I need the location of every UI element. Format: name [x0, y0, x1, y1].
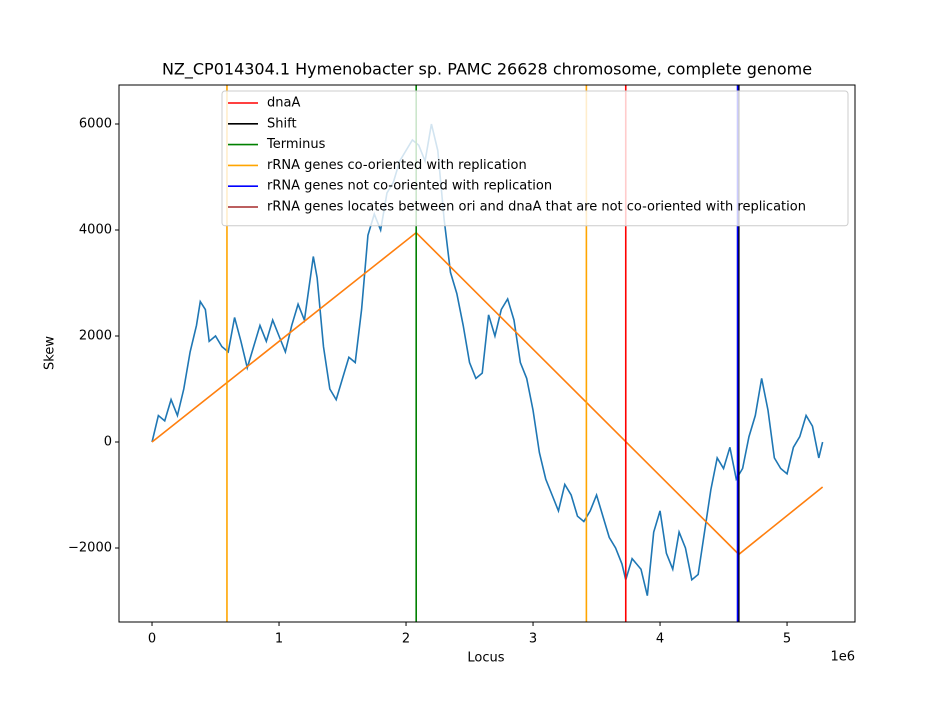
x-axis-label: Locus: [467, 651, 504, 666]
y-axis-label: Skew: [43, 336, 58, 370]
y-tick-label: −2000: [68, 541, 112, 556]
legend-label: rRNA genes not co-oriented with replicat…: [267, 179, 552, 194]
y-tick-label: 6000: [79, 117, 112, 132]
chart-title: NZ_CP014304.1 Hymenobacter sp. PAMC 2662…: [162, 60, 812, 80]
legend-label: Terminus: [266, 137, 326, 152]
x-tick-label: 3: [529, 632, 537, 647]
data-line: [151, 231, 824, 556]
y-tick-label: 2000: [79, 329, 112, 344]
x-tick-label: 4: [656, 632, 664, 647]
y-tick-label: 0: [104, 435, 112, 450]
x-tick-label: 0: [148, 632, 156, 647]
legend-label: dnaA: [267, 96, 300, 111]
x-tick-label: 5: [783, 632, 791, 647]
x-offset-label: 1e6: [830, 650, 855, 665]
plot-frame: [118, 84, 856, 623]
legend-box: [221, 90, 849, 227]
data-line: [151, 123, 824, 596]
y-tick-label: 4000: [79, 223, 112, 238]
x-tick-label: 2: [402, 632, 410, 647]
legend-label: rRNA genes co-oriented with replication: [267, 158, 527, 173]
legend-label: rRNA genes locates between ori and dnaA …: [267, 200, 806, 215]
x-tick-label: 1: [275, 632, 283, 647]
legend-label: Shift: [267, 116, 297, 131]
